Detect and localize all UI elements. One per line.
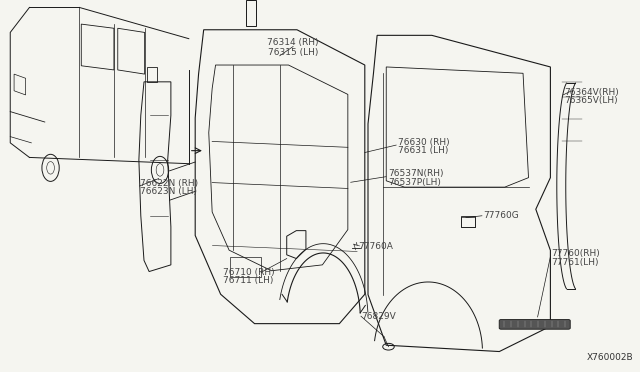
Text: 76537N(RH): 76537N(RH) <box>388 169 444 178</box>
Text: 76630 (RH): 76630 (RH) <box>398 138 450 147</box>
Text: 77760A: 77760A <box>358 242 393 251</box>
Text: 77760G: 77760G <box>483 211 519 220</box>
Bar <box>246 0 256 26</box>
Text: 76623N (LH): 76623N (LH) <box>140 187 196 196</box>
Text: 76537P(LH): 76537P(LH) <box>388 178 441 187</box>
Text: 76315 (LH): 76315 (LH) <box>268 48 318 57</box>
Text: 76365V(LH): 76365V(LH) <box>564 96 618 105</box>
Text: 76364V(RH): 76364V(RH) <box>564 88 620 97</box>
Bar <box>230 257 261 277</box>
Text: 77760(RH): 77760(RH) <box>552 249 600 258</box>
Text: 77761(LH): 77761(LH) <box>552 258 599 267</box>
Text: 76622N (RH): 76622N (RH) <box>140 179 198 187</box>
Text: 76710 (RH): 76710 (RH) <box>223 268 275 277</box>
Text: 76829V: 76829V <box>361 312 396 321</box>
Bar <box>461 216 475 227</box>
Text: 76631 (LH): 76631 (LH) <box>398 146 449 155</box>
FancyBboxPatch shape <box>499 320 570 329</box>
Text: 76711 (LH): 76711 (LH) <box>223 276 273 285</box>
Bar <box>461 217 475 227</box>
Text: X760002B: X760002B <box>587 353 634 362</box>
Text: 76314 (RH): 76314 (RH) <box>268 38 319 47</box>
